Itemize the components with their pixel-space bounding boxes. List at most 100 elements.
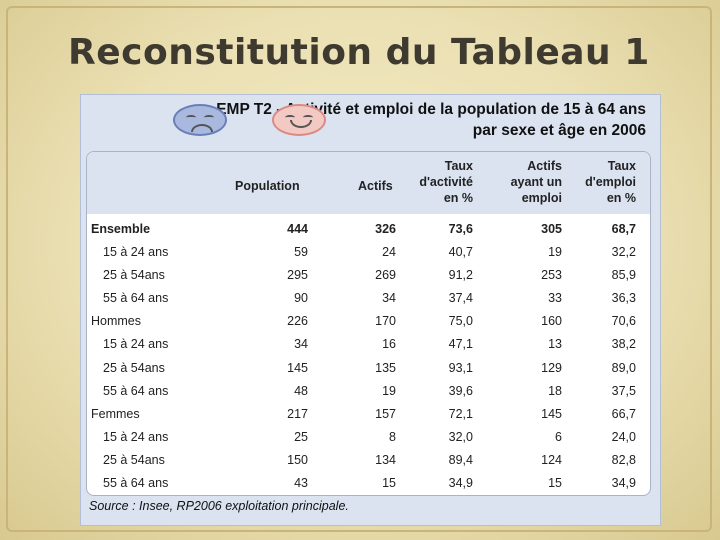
table-row: 25 à 54ans 145 135 93,1 129 89,0 (87, 358, 650, 381)
cell-population: 444 (287, 222, 308, 236)
row-label: 55 à 64 ans (103, 383, 169, 398)
header-taux-emploi-line3: en % (606, 191, 636, 205)
cell-actifs-emploi: 19 (548, 245, 562, 260)
header-taux-emploi-line2: d'emploi (585, 175, 636, 189)
row-label: 15 à 24 ans (103, 245, 169, 260)
header-taux-activite-line1: Taux (444, 159, 473, 173)
cell-taux-activite: 32,0 (448, 429, 473, 444)
cell-actifs-emploi: 124 (541, 452, 562, 467)
table-row: Ensemble 444 326 73,6 305 68,7 (87, 219, 650, 242)
row-label: Femmes (91, 406, 140, 421)
cell-taux-emploi: 68,7 (611, 222, 636, 236)
header-actifs-emploi-line1: Actifs (527, 159, 562, 173)
slide-title: Reconstitution du Tableau 1 (68, 32, 650, 73)
table-panel: EMP T2 - Activité et emploi de la popula… (80, 94, 661, 526)
cell-taux-activite: 93,1 (448, 360, 473, 375)
row-label: 25 à 54ans (103, 268, 165, 283)
cell-actifs: 24 (382, 245, 396, 260)
header-actifs-emploi-line3: emploi (521, 191, 562, 205)
cell-actifs: 170 (375, 314, 396, 329)
row-label: 55 à 64 ans (103, 291, 169, 306)
cell-taux-emploi: 85,9 (611, 268, 636, 283)
row-label: 55 à 64 ans (103, 476, 169, 491)
cell-actifs-emploi: 253 (541, 268, 562, 283)
cell-actifs: 135 (375, 360, 396, 375)
cell-actifs-emploi: 160 (541, 314, 562, 329)
table-row: 25 à 54ans 150 134 89,4 124 82,8 (87, 450, 650, 473)
table-row: 55 à 64 ans 48 19 39,6 18 37,5 (87, 381, 650, 404)
row-label: 15 à 24 ans (103, 337, 169, 352)
cell-taux-emploi: 36,3 (611, 291, 636, 306)
cell-actifs-emploi: 33 (548, 291, 562, 306)
cell-taux-emploi: 24,0 (611, 429, 636, 444)
cell-population: 48 (294, 383, 308, 398)
table-row: Hommes 226 170 75,0 160 70,6 (87, 311, 650, 334)
cell-actifs: 15 (382, 476, 396, 491)
cell-population: 226 (287, 314, 308, 329)
cell-taux-emploi: 82,8 (611, 452, 636, 467)
cell-actifs: 19 (382, 383, 396, 398)
cell-actifs: 157 (375, 406, 396, 421)
cell-taux-emploi: 38,2 (611, 337, 636, 352)
table-row: 55 à 64 ans 43 15 34,9 15 34,9 (87, 473, 650, 495)
header-taux-activite-line3: en % (443, 191, 473, 205)
cell-taux-activite: 89,4 (448, 452, 473, 467)
table-title-line-2: par sexe et âge en 2006 (472, 122, 646, 139)
cell-taux-emploi: 89,0 (611, 360, 636, 375)
cell-taux-activite: 40,7 (448, 245, 473, 260)
table-row: 55 à 64 ans 90 34 37,4 33 36,3 (87, 288, 650, 311)
cell-actifs-emploi: 145 (541, 406, 562, 421)
cell-taux-activite: 39,6 (448, 383, 473, 398)
header-taux-activite-line2: d'activité (419, 175, 473, 189)
cell-taux-emploi: 66,7 (611, 406, 636, 421)
cell-population: 295 (287, 268, 308, 283)
cell-actifs: 34 (382, 291, 396, 306)
cell-actifs-emploi: 305 (541, 222, 562, 236)
cell-population: 145 (287, 360, 308, 375)
sad-face-icon (173, 104, 227, 136)
cell-actifs: 16 (382, 337, 396, 352)
table-body: Ensemble 444 326 73,6 305 68,7 15 à 24 ans 59 24… (87, 219, 650, 495)
cell-taux-emploi: 32,2 (611, 245, 636, 260)
row-label: Ensemble (91, 222, 151, 236)
happy-face-icon (272, 104, 326, 136)
header-actifs: Actifs (358, 179, 393, 193)
cell-population: 217 (287, 406, 308, 421)
cell-population: 34 (294, 337, 308, 352)
cell-actifs-emploi: 13 (548, 337, 562, 352)
row-label: 15 à 24 ans (103, 429, 169, 444)
cell-actifs: 8 (389, 429, 396, 444)
header-population: Population (235, 179, 300, 193)
cell-taux-activite: 37,4 (448, 291, 473, 306)
table-row: 25 à 54ans 295 269 91,2 253 85,9 (87, 265, 650, 288)
cell-actifs: 269 (375, 268, 396, 283)
cell-actifs: 134 (375, 452, 396, 467)
header-row (87, 152, 650, 214)
cell-actifs-emploi: 15 (548, 476, 562, 491)
cell-actifs-emploi: 18 (548, 383, 562, 398)
cell-taux-emploi: 70,6 (611, 314, 636, 329)
table-row: 15 à 24 ans 25 8 32,0 6 24,0 (87, 427, 650, 450)
cell-taux-activite: 47,1 (448, 337, 473, 352)
table-row: 15 à 24 ans 59 24 40,7 19 32,2 (87, 242, 650, 265)
source-note: Source : Insee, RP2006 exploitation prin… (89, 499, 349, 513)
cell-population: 90 (294, 291, 308, 306)
table-row: Femmes 217 157 72,1 145 66,7 (87, 404, 650, 427)
cell-population: 25 (294, 429, 308, 444)
table-row: 15 à 24 ans 34 16 47,1 13 38,2 (87, 334, 650, 357)
cell-actifs: 326 (375, 222, 396, 236)
cell-taux-activite: 75,0 (448, 314, 473, 329)
page-border (6, 6, 712, 532)
header-taux-emploi-line1: Taux (607, 159, 636, 173)
header-actifs-emploi-line2: ayant un (510, 175, 562, 189)
cell-population: 59 (294, 245, 308, 260)
row-label: 25 à 54ans (103, 452, 165, 467)
cell-population: 150 (287, 452, 308, 467)
cell-taux-activite: 73,6 (448, 222, 473, 236)
cell-taux-activite: 72,1 (448, 406, 473, 421)
cell-taux-activite: 34,9 (448, 476, 473, 491)
cell-actifs-emploi: 6 (555, 429, 562, 444)
cell-taux-emploi: 37,5 (611, 383, 636, 398)
row-label: Hommes (91, 314, 142, 329)
row-label: 25 à 54ans (103, 360, 165, 375)
